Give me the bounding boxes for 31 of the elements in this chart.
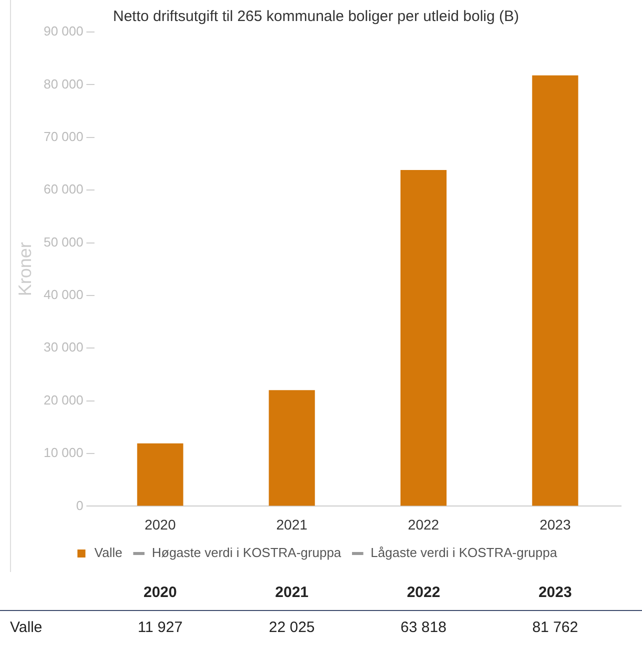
text: Valle xyxy=(10,619,42,636)
category-label: 2022 xyxy=(406,584,440,601)
y-tick-label: 50 000 xyxy=(44,234,84,250)
legend-label: Lågaste verdi i KOSTRA-gruppa xyxy=(370,545,558,560)
category-label: 2023 xyxy=(538,584,572,601)
y-tick-label: 10 000 xyxy=(44,445,84,460)
bar xyxy=(532,75,578,506)
x-tick-label: 2021 xyxy=(276,516,308,532)
bar xyxy=(137,443,184,506)
chart-title: Netto driftsutgift til 265 kommunale boliger per utleid bolig (B) xyxy=(112,8,520,26)
category-label: 2021 xyxy=(275,584,309,601)
category-label: 2020 xyxy=(144,584,177,601)
y-tick-label: 20 000 xyxy=(44,392,84,408)
bar xyxy=(268,390,315,506)
x-tick-label: 2022 xyxy=(408,516,440,532)
y-tick-label: 40 000 xyxy=(44,287,84,302)
legend-label: Høgaste verdi i KOSTRA-gruppa xyxy=(152,545,342,560)
data-label: 63 818 xyxy=(400,619,446,636)
legend-label: Valle xyxy=(94,545,122,560)
data-label: 11 927 xyxy=(138,619,183,636)
y-tick-label: 60 000 xyxy=(44,182,84,197)
y-tick-label: 0 xyxy=(76,498,84,513)
data-label: 81 762 xyxy=(532,619,578,636)
y-tick-label: 80 000 xyxy=(44,76,84,92)
y-tick-label: 70 000 xyxy=(44,128,84,144)
x-tick-label: 2020 xyxy=(144,516,176,532)
x-tick-label: 2023 xyxy=(540,516,571,532)
bar xyxy=(400,170,447,506)
y-tick-label: 30 000 xyxy=(44,340,84,355)
y-tick-label: 90 000 xyxy=(44,24,84,39)
data-label: 22 025 xyxy=(268,619,315,636)
